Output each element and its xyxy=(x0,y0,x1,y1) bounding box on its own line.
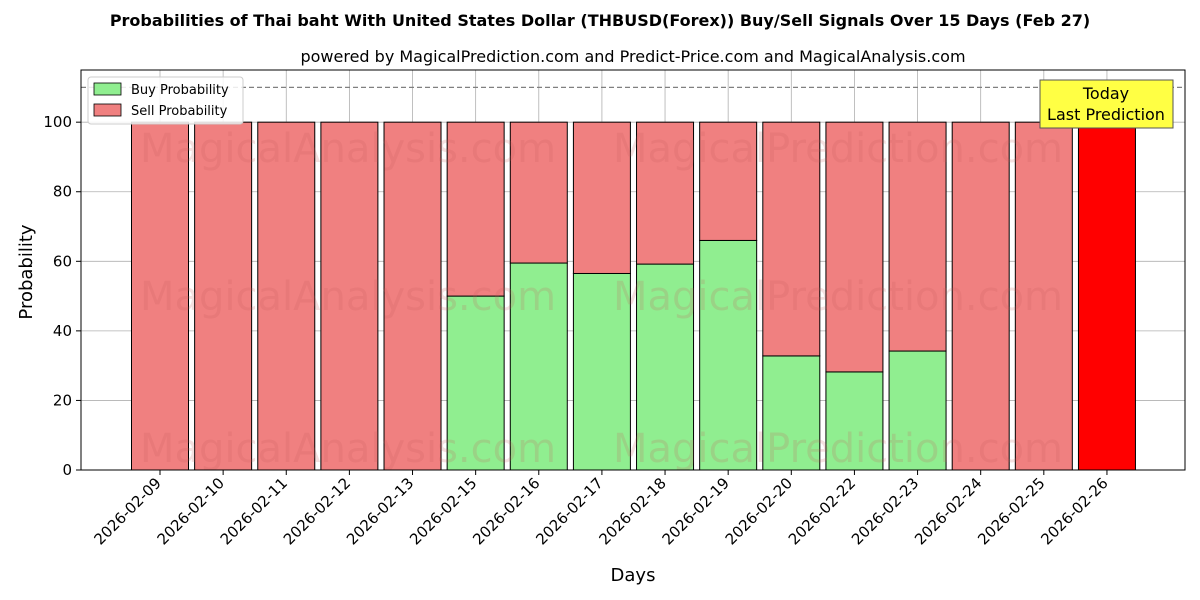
watermark-text: MagicalAnalysis.com xyxy=(140,426,556,472)
legend-label-buy: Buy Probability xyxy=(131,83,229,98)
legend-box xyxy=(87,76,244,125)
watermark-text: MagicalPrediction.com xyxy=(613,426,1063,472)
y-tick-label: 100 xyxy=(43,113,72,131)
x-tick-label: 2026-02-19 xyxy=(659,474,733,548)
x-tick-label: 2026-02-11 xyxy=(217,474,291,548)
bar-buy xyxy=(888,350,947,471)
x-tick-label: 2026-02-22 xyxy=(785,474,859,548)
x-tick-label: 2026-02-09 xyxy=(90,474,164,548)
today-annotation: Today Last Prediction xyxy=(1039,79,1174,129)
x-tick-label: 2026-02-10 xyxy=(154,474,228,548)
x-tick-label: 2026-02-25 xyxy=(974,474,1048,548)
bars xyxy=(131,121,1136,471)
bar-sell xyxy=(636,121,695,265)
y-tick-label: 60 xyxy=(53,252,72,270)
bar-buy xyxy=(572,272,631,471)
bar-sell xyxy=(1014,121,1073,471)
today-annotation-line2: Last Prediction xyxy=(1047,105,1165,124)
y-tick-label: 0 xyxy=(62,461,72,479)
x-tick-label: 2026-02-23 xyxy=(848,474,922,548)
bar-buy xyxy=(762,355,821,471)
bar-buy xyxy=(636,263,695,471)
bar-sell xyxy=(1077,121,1136,471)
x-tick-label: 2026-02-12 xyxy=(280,474,354,548)
y-axis-label: Probability xyxy=(16,224,37,319)
bar-sell xyxy=(383,121,442,471)
y-tick-label: 20 xyxy=(53,391,72,409)
bar-sell xyxy=(572,121,631,274)
bar-sell xyxy=(320,121,379,471)
legend-swatch-sell xyxy=(93,103,122,117)
bar-sell xyxy=(762,121,821,357)
bar-buy xyxy=(446,295,505,471)
bar-sell xyxy=(699,121,758,241)
bar-sell xyxy=(446,121,505,297)
today-annotation-line1: Today xyxy=(1082,84,1129,103)
x-tick-label: 2026-02-13 xyxy=(343,474,417,548)
bar-sell xyxy=(825,121,884,373)
x-tick-label: 2026-02-17 xyxy=(532,474,606,548)
today-annotation-box xyxy=(1039,79,1174,129)
x-tick-label: 2026-02-20 xyxy=(722,474,796,548)
legend-label-sell: Sell Probability xyxy=(131,104,228,119)
y-tick-label: 40 xyxy=(53,322,72,340)
bar-buy xyxy=(699,239,758,471)
x-tick-label: 2026-02-24 xyxy=(911,474,985,548)
x-tick-label: 2026-02-15 xyxy=(406,474,480,548)
bar-sell xyxy=(257,121,316,471)
legend-swatch-buy xyxy=(93,82,122,96)
chart-title: Probabilities of Thai baht With United S… xyxy=(110,11,1090,30)
watermark-text: MagicalAnalysis.com xyxy=(140,126,556,172)
watermark-text: MagicalAnalysis.com xyxy=(140,274,556,320)
watermarks: MagicalAnalysis.com MagicalPrediction.com… xyxy=(140,126,1063,472)
y-tick-label: 80 xyxy=(53,183,72,201)
x-tick-label: 2026-02-26 xyxy=(1037,474,1111,548)
watermark-text: MagicalPrediction.com xyxy=(613,274,1063,320)
plot-frame xyxy=(80,69,1186,471)
x-axis-label: Days xyxy=(611,565,656,586)
bar-sell xyxy=(888,121,947,352)
x-tick-label: 2026-02-18 xyxy=(595,474,669,548)
bar-buy xyxy=(825,371,884,471)
bar-sell xyxy=(509,121,568,264)
bar-sell xyxy=(951,121,1010,471)
legend: Buy Probability Sell Probability xyxy=(87,76,244,125)
chart-subtitle: powered by MagicalPrediction.com and Pre… xyxy=(300,47,965,66)
watermark-text: MagicalPrediction.com xyxy=(613,126,1063,172)
x-tick-label: 2026-02-16 xyxy=(469,474,543,548)
